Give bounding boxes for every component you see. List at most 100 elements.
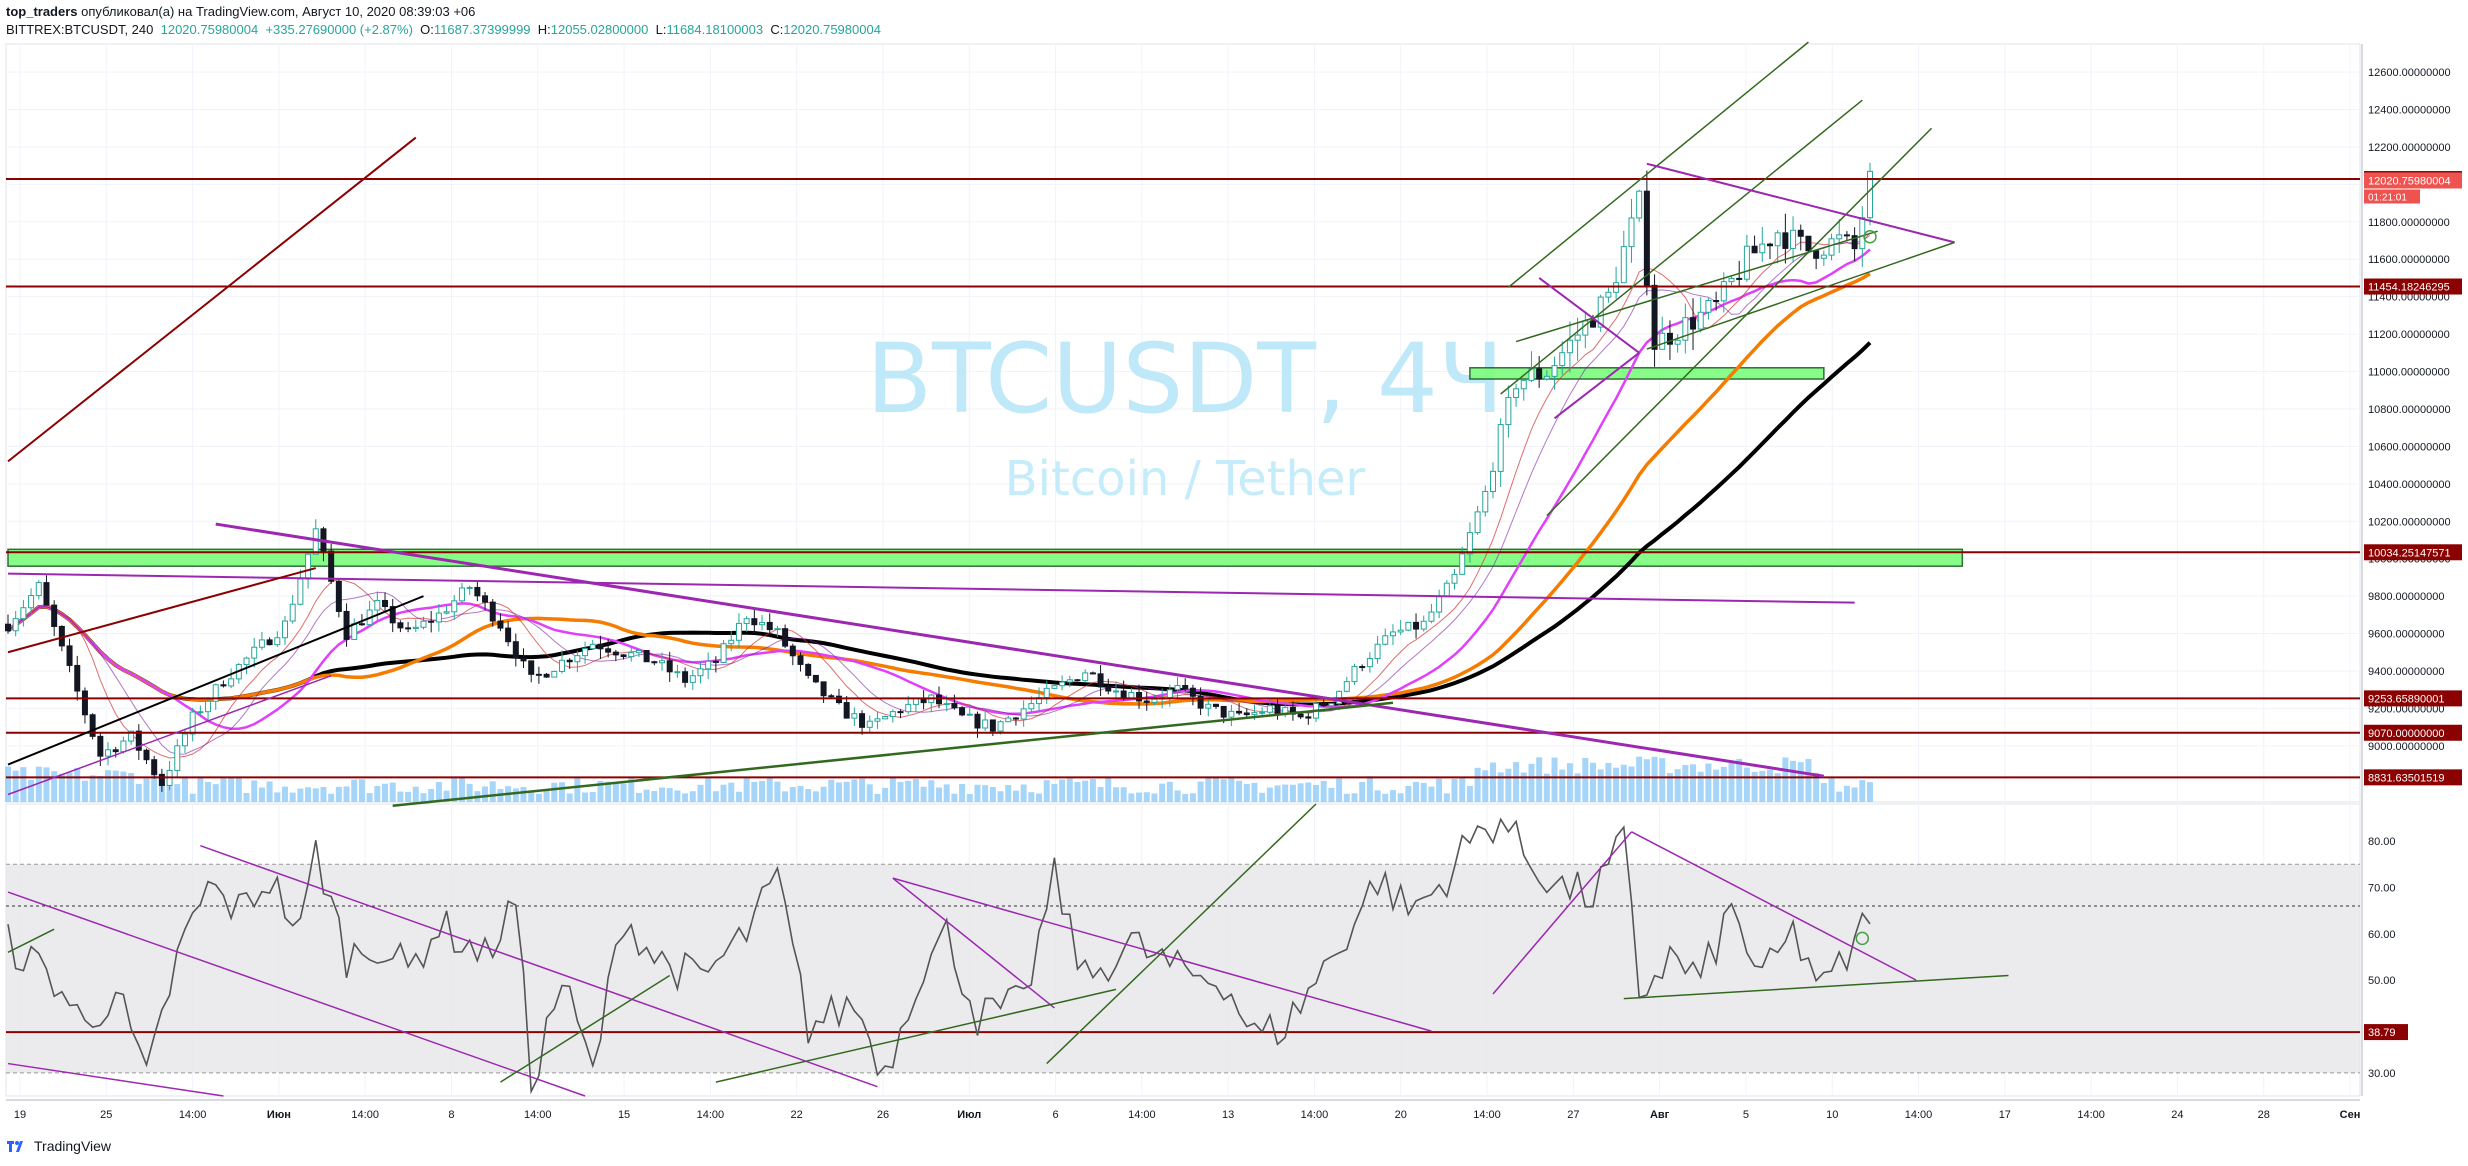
breakout-marker — [1863, 230, 1877, 244]
candle — [12, 610, 19, 637]
volume-bar — [420, 793, 427, 802]
candle — [458, 582, 465, 603]
volume-bar — [1620, 764, 1627, 802]
volume-bar — [874, 793, 881, 802]
footer-brand[interactable]: TradingView — [34, 1138, 112, 1154]
rsi-support-3 — [715, 988, 1117, 1083]
time-tick-label: 17 — [1999, 1109, 2011, 1121]
price-tick-label: 10600.00000000 — [2368, 441, 2451, 453]
author-name[interactable]: top_traders — [6, 4, 78, 19]
trendline-flat-purple — [7, 572, 1855, 604]
trendline-red-rise — [7, 567, 317, 654]
volume-bar — [1697, 771, 1704, 802]
candle-body — [1343, 681, 1350, 692]
candle-body — [1790, 229, 1797, 249]
candle-body — [820, 681, 827, 697]
volume-bar — [1628, 766, 1635, 802]
time-axis: 19 25 14:00 Июн 14:00 8 14:00 15 14:00 22 26 Июл 6 14… — [6, 1099, 2360, 1121]
time-tick-label: 8 — [448, 1109, 454, 1121]
volume-bar — [189, 793, 196, 802]
rsi-support-2 — [500, 974, 671, 1083]
candle — [443, 604, 450, 615]
volume-bar — [1766, 769, 1773, 802]
volume-bar — [1790, 760, 1797, 802]
volume-bar — [428, 789, 435, 802]
candle — [797, 652, 804, 672]
candle-body — [651, 661, 658, 664]
time-tick-label: 27 — [1567, 1109, 1579, 1121]
candle-body — [851, 713, 858, 719]
volume-bar — [251, 780, 258, 802]
candle-body — [105, 749, 112, 757]
candle-body — [205, 700, 212, 713]
candle-body — [743, 618, 750, 624]
candle — [1205, 699, 1212, 717]
candle-body — [1413, 621, 1420, 630]
candle-body — [774, 628, 781, 631]
volume-bar — [1428, 786, 1435, 802]
candle — [251, 637, 258, 668]
rsi-tick-label: 50.00 — [2368, 975, 2396, 987]
candle-body — [751, 618, 758, 626]
candle-body — [420, 620, 427, 628]
candle-body — [1089, 672, 1096, 675]
candle-body — [936, 694, 942, 705]
volume-bar — [1674, 769, 1681, 802]
volume-bar — [174, 784, 181, 802]
candle-body — [243, 657, 250, 666]
volume-bar — [1528, 763, 1535, 802]
candle — [1074, 679, 1081, 682]
candle — [1690, 298, 1697, 350]
candle-body — [1066, 679, 1073, 683]
level-price-tag — [2364, 690, 2462, 707]
candle — [597, 635, 604, 660]
volume-bar — [1690, 764, 1697, 802]
candle — [151, 755, 158, 779]
candle-body — [343, 610, 350, 640]
volume-bar — [666, 788, 673, 802]
candle-body — [1182, 685, 1189, 689]
volume-bar — [1143, 792, 1150, 802]
candle-body — [1297, 713, 1304, 718]
candle-body — [1743, 245, 1750, 280]
candle-body — [1189, 687, 1196, 697]
candle-body — [1797, 229, 1804, 237]
volume-bar — [1497, 772, 1504, 802]
time-tick-label: 15 — [618, 1109, 630, 1121]
candle-body — [505, 627, 512, 643]
time-tick-label: 14:00 — [179, 1109, 207, 1121]
volume-bar — [1097, 787, 1104, 802]
volume-bar — [343, 786, 350, 802]
level-price-tag — [2364, 724, 2462, 741]
candle — [382, 592, 389, 611]
time-tick-label: 22 — [791, 1109, 803, 1121]
volume-bar — [1413, 781, 1420, 802]
volume-bars — [5, 756, 1873, 802]
candle-body — [1020, 708, 1027, 720]
level-price-label: 9253.65890001 — [2368, 693, 2444, 705]
volume-bar — [697, 784, 704, 802]
volume-bar — [143, 778, 150, 802]
candle — [897, 709, 904, 719]
volume-bar — [1836, 791, 1843, 802]
candle-body — [1382, 635, 1389, 645]
volume-bar — [489, 781, 496, 802]
candle — [112, 746, 119, 758]
candle-body — [951, 703, 958, 709]
volume-bar — [1389, 790, 1396, 802]
volume-bar — [43, 767, 50, 802]
volume-bar — [382, 783, 389, 802]
candle — [1012, 717, 1019, 726]
volume-bar — [1713, 769, 1720, 802]
candle-body — [1666, 332, 1673, 345]
candle — [1697, 297, 1704, 333]
volume-bar — [443, 790, 450, 802]
volume-bar — [1582, 757, 1589, 802]
channel-outer — [1546, 127, 1933, 517]
volume-bar — [1089, 778, 1096, 802]
candle-body — [305, 553, 312, 580]
volume-bar — [1820, 783, 1827, 802]
candle — [1728, 276, 1735, 286]
candle-body — [1305, 716, 1312, 719]
